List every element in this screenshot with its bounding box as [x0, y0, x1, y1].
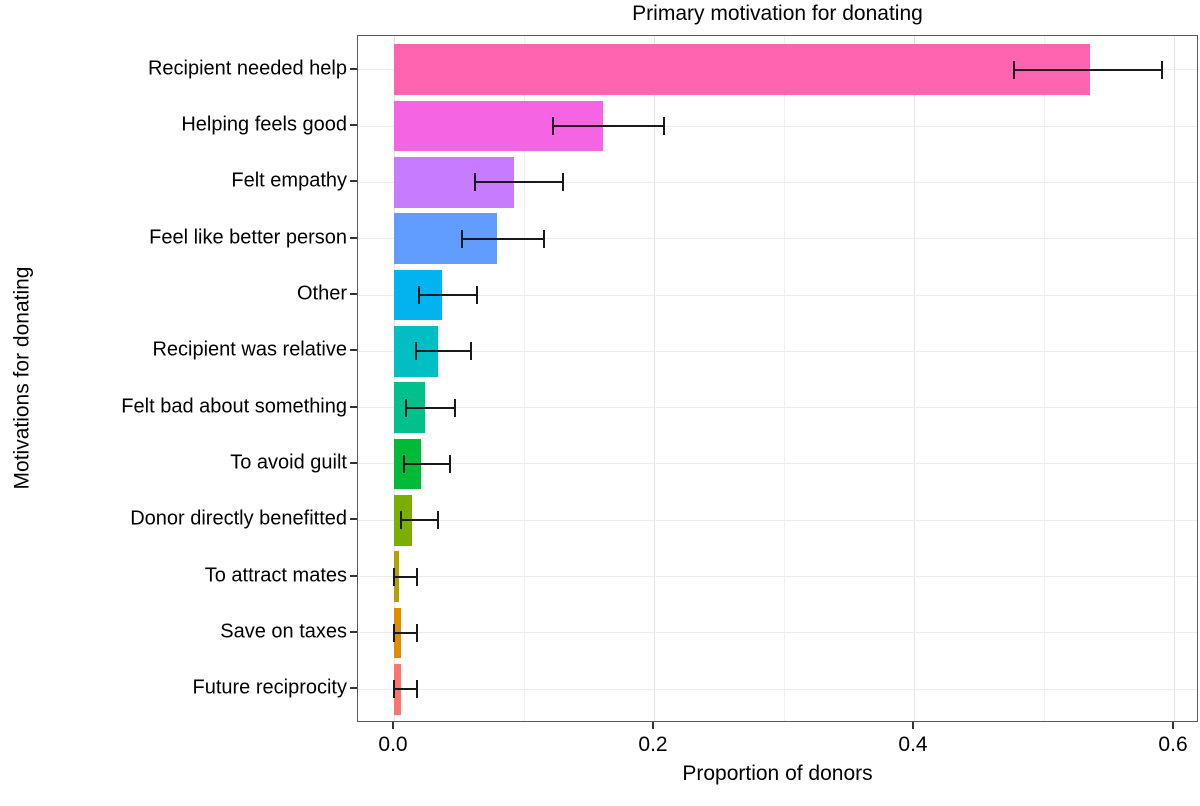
- x-tick-label: 0.6: [1158, 733, 1188, 756]
- y-tick-mark: [350, 67, 357, 70]
- errorbar-line: [405, 406, 456, 409]
- x-tick-label: 0.0: [378, 733, 408, 756]
- y-tick-label: Felt empathy: [231, 169, 347, 192]
- y-tick-label: Recipient needed help: [147, 57, 347, 80]
- plot-panel: [357, 35, 1198, 722]
- errorbar-cap-high: [476, 286, 479, 305]
- errorbar-line: [404, 462, 450, 465]
- minor-gridline: [523, 36, 525, 721]
- y-tick-label: To attract mates: [204, 564, 347, 587]
- row-gridline: [358, 519, 1197, 521]
- errorbar-cap-low: [415, 342, 418, 361]
- errorbar-line: [394, 631, 418, 634]
- row-gridline: [358, 576, 1197, 578]
- bar-recipient-needed-help: [394, 44, 1090, 96]
- errorbar-cap-high: [416, 680, 419, 699]
- row-gridline: [358, 238, 1197, 240]
- minor-gridline: [783, 36, 785, 721]
- y-tick-label: Save on taxes: [220, 620, 347, 643]
- y-tick-mark: [350, 180, 357, 183]
- y-tick-label: Felt bad about something: [121, 395, 347, 418]
- y-tick-mark: [350, 293, 357, 296]
- y-tick-label: Donor directly benefitted: [130, 507, 347, 530]
- row-gridline: [358, 294, 1197, 296]
- x-tick-mark: [392, 722, 394, 729]
- errorbar-cap-low: [393, 623, 395, 642]
- y-tick-label: Feel like better person: [149, 226, 347, 249]
- y-axis-title: Motivations for donating: [10, 266, 33, 490]
- y-tick-label: Future reciprocity: [192, 676, 348, 699]
- errorbar-cap-high: [448, 454, 451, 473]
- y-tick-label: Other: [296, 282, 347, 305]
- errorbar-line: [400, 519, 439, 522]
- x-tick-label: 0.4: [898, 733, 928, 756]
- errorbar-cap-low: [393, 567, 395, 586]
- x-axis-title: Proportion of donors: [682, 762, 873, 785]
- errorbar-cap-high: [1161, 60, 1164, 79]
- errorbar-cap-high: [437, 511, 440, 530]
- errorbar-cap-high: [454, 398, 457, 417]
- y-tick-label: Recipient was relative: [152, 338, 347, 361]
- major-gridline: [393, 36, 395, 721]
- errorbar-cap-low: [404, 398, 407, 417]
- errorbar-cap-low: [403, 454, 406, 473]
- errorbar-cap-low: [417, 286, 420, 305]
- y-tick-mark: [350, 518, 357, 521]
- errorbar-line: [394, 688, 418, 691]
- row-gridline: [358, 181, 1197, 183]
- y-tick-mark: [350, 574, 357, 577]
- errorbar-cap-low: [551, 117, 554, 136]
- y-tick-label: To avoid guilt: [230, 451, 347, 474]
- errorbar-cap-high: [416, 567, 419, 586]
- minor-gridline: [1043, 36, 1045, 721]
- x-tick-mark: [652, 722, 655, 729]
- row-gridline: [358, 125, 1197, 127]
- errorbar-cap-low: [399, 511, 402, 530]
- y-tick-mark: [350, 236, 357, 239]
- y-tick-mark: [350, 405, 357, 408]
- y-tick-label: Helping feels good: [181, 113, 347, 136]
- y-tick-mark: [350, 630, 357, 633]
- row-gridline: [358, 688, 1197, 690]
- y-tick-mark: [350, 461, 357, 464]
- chart-title: Primary motivation for donating: [632, 2, 923, 25]
- row-gridline: [358, 632, 1197, 634]
- errorbar-line: [418, 294, 478, 297]
- major-gridline: [913, 36, 915, 721]
- major-gridline: [1173, 36, 1175, 721]
- major-gridline: [653, 36, 655, 721]
- errorbar-cap-high: [663, 117, 666, 136]
- x-tick-mark: [912, 722, 915, 729]
- errorbar-line: [1014, 68, 1163, 71]
- row-gridline: [358, 407, 1197, 409]
- y-axis-title-wrap: Motivations for donating: [0, 0, 44, 756]
- errorbar-line: [394, 575, 418, 578]
- errorbar-line: [552, 125, 665, 128]
- errorbar-cap-high: [542, 229, 545, 248]
- errorbar-line: [416, 350, 471, 353]
- row-gridline: [358, 350, 1197, 352]
- x-tick-label: 0.2: [638, 733, 668, 756]
- errorbar-cap-high: [416, 623, 419, 642]
- errorbar-cap-high: [562, 173, 565, 192]
- row-gridline: [358, 463, 1197, 465]
- errorbar-line: [474, 181, 563, 184]
- y-tick-mark: [350, 349, 357, 352]
- errorbar-cap-low: [393, 680, 395, 699]
- errorbar-cap-low: [460, 229, 463, 248]
- y-tick-mark: [350, 124, 357, 127]
- x-tick-mark: [1172, 722, 1175, 729]
- errorbar-cap-high: [469, 342, 472, 361]
- y-tick-mark: [350, 687, 357, 690]
- errorbar-cap-low: [473, 173, 476, 192]
- errorbar-cap-low: [1013, 60, 1016, 79]
- errorbar-line: [461, 237, 544, 240]
